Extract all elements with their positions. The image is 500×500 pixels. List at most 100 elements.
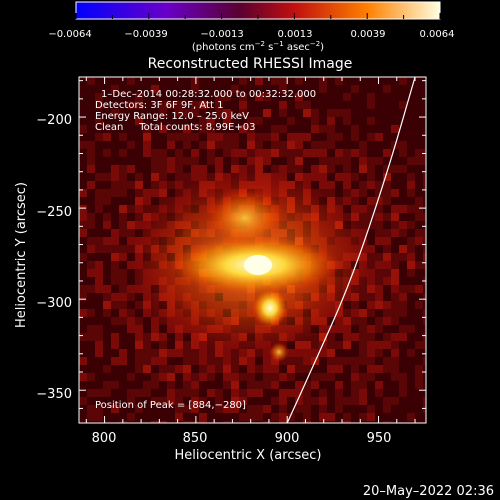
heatmap-cell xyxy=(335,133,343,141)
heatmap-cell xyxy=(135,349,143,357)
heatmap-cell xyxy=(351,101,359,109)
heatmap-cell xyxy=(359,133,367,141)
heatmap-cell xyxy=(319,125,327,133)
heatmap-cell xyxy=(87,181,95,189)
heatmap-cell xyxy=(95,93,103,101)
heatmap-cell xyxy=(415,93,423,101)
heatmap-cell xyxy=(423,229,426,237)
heatmap-cell xyxy=(303,149,311,157)
heatmap-cell xyxy=(175,341,183,349)
heatmap-cell xyxy=(119,157,127,165)
heatmap-cell xyxy=(287,373,295,381)
heatmap-cell xyxy=(239,133,247,141)
heatmap-cell xyxy=(407,173,415,181)
heatmap-cell xyxy=(263,357,271,365)
heatmap-cell xyxy=(119,213,127,221)
heatmap-cell xyxy=(183,85,191,93)
heatmap-cell xyxy=(407,365,415,373)
heatmap-cell xyxy=(399,333,407,341)
heatmap-cell xyxy=(351,309,359,317)
heatmap-cell xyxy=(263,389,271,397)
heatmap-cell xyxy=(407,317,415,325)
heatmap-cell xyxy=(351,213,359,221)
heatmap-cell xyxy=(279,165,287,173)
heatmap-cell xyxy=(367,293,375,301)
heatmap-cell xyxy=(391,85,399,93)
heatmap-cell xyxy=(135,221,143,229)
heatmap-cell xyxy=(295,165,303,173)
heatmap-cell xyxy=(271,373,279,381)
heatmap-cell xyxy=(311,77,319,85)
heatmap-cell xyxy=(367,141,375,149)
heatmap-cell xyxy=(175,157,183,165)
heatmap-cell xyxy=(95,285,103,293)
heatmap-cell xyxy=(271,381,279,389)
heatmap-cell xyxy=(255,93,263,101)
heatmap-cell xyxy=(95,405,103,413)
heatmap-cell xyxy=(159,189,167,197)
colorbar-tick-label: 0.0013 xyxy=(278,29,313,40)
heatmap-cell xyxy=(231,133,239,141)
heatmap-cell xyxy=(239,157,247,165)
heatmap-cell xyxy=(119,205,127,213)
heatmap-cell xyxy=(231,125,239,133)
heatmap-cell xyxy=(279,101,287,109)
heatmap-cell xyxy=(103,381,111,389)
heatmap-cell xyxy=(119,125,127,133)
heatmap-cell xyxy=(151,405,159,413)
heatmap-cell xyxy=(135,133,143,141)
heatmap-cell xyxy=(415,205,423,213)
heatmap-cell xyxy=(111,221,119,229)
heatmap-cell xyxy=(367,245,375,253)
heatmap-cell xyxy=(103,325,111,333)
heatmap-cell xyxy=(303,421,311,423)
heatmap-cell xyxy=(383,253,391,261)
heatmap-cell xyxy=(127,101,135,109)
heatmap-cell xyxy=(375,389,383,397)
heatmap-cell xyxy=(215,157,223,165)
heatmap-cell xyxy=(119,277,127,285)
heatmap-cell xyxy=(407,397,415,405)
heatmap-cell xyxy=(263,125,271,133)
heatmap-cell xyxy=(415,213,423,221)
heatmap-cell xyxy=(303,165,311,173)
heatmap-cell xyxy=(119,381,127,389)
heatmap-cell xyxy=(311,349,319,357)
heatmap-cell xyxy=(359,197,367,205)
heatmap-cell xyxy=(327,333,335,341)
heatmap-cell xyxy=(191,365,199,373)
heatmap-cell xyxy=(375,101,383,109)
heatmap-cell xyxy=(127,165,135,173)
heatmap-cell xyxy=(303,117,311,125)
heatmap-cell xyxy=(375,165,383,173)
heatmap-cell xyxy=(103,389,111,397)
heatmap-cell xyxy=(351,165,359,173)
heatmap-cell xyxy=(111,301,119,309)
heatmap-cell xyxy=(159,157,167,165)
heatmap-cell xyxy=(271,109,279,117)
heatmap-cell xyxy=(311,133,319,141)
heatmap-cell xyxy=(311,93,319,101)
heatmap-cell xyxy=(407,269,415,277)
heatmap-cell xyxy=(247,85,255,93)
heatmap-cell xyxy=(399,165,407,173)
heatmap-cell xyxy=(391,93,399,101)
heatmap-cell xyxy=(319,389,327,397)
heatmap-cell xyxy=(367,301,375,309)
heatmap-cell xyxy=(95,245,103,253)
heatmap-cell xyxy=(391,205,399,213)
heatmap-cell xyxy=(199,117,207,125)
heatmap-cell xyxy=(391,325,399,333)
heatmap-cell xyxy=(343,413,351,421)
heatmap-cell xyxy=(175,109,183,117)
heatmap-cell xyxy=(87,309,95,317)
heatmap-cell xyxy=(375,157,383,165)
heatmap-cell xyxy=(319,117,327,125)
heatmap-cell xyxy=(223,165,231,173)
heatmap-cell xyxy=(231,413,239,421)
heatmap-cell xyxy=(271,365,279,373)
heatmap-cell xyxy=(79,285,87,293)
heatmap-cell xyxy=(407,165,415,173)
heatmap-cell xyxy=(111,189,119,197)
heatmap-cell xyxy=(343,125,351,133)
